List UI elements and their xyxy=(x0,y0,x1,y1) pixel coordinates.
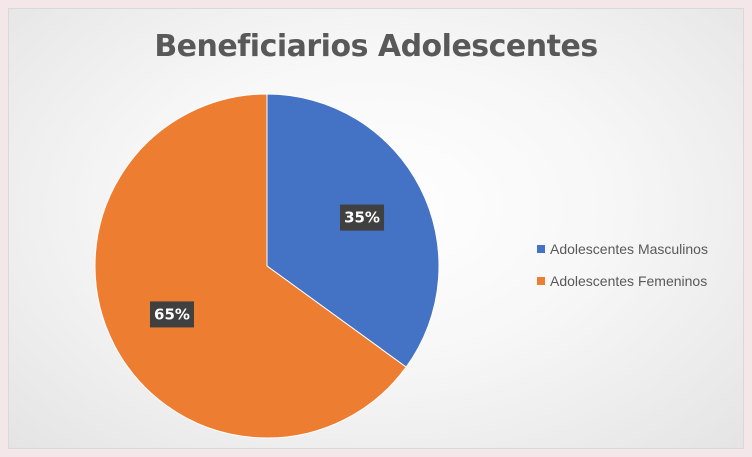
legend-item-masculinos: Adolescentes Masculinos xyxy=(537,237,708,261)
legend-label-femeninos: Adolescentes Femeninos xyxy=(550,273,708,289)
data-label-box-femeninos xyxy=(149,301,194,328)
data-label-masculinos: 35% xyxy=(340,204,385,231)
legend-item-femeninos: Adolescentes Femeninos xyxy=(537,269,708,293)
legend: Adolescentes Masculinos Adolescentes Fem… xyxy=(537,237,708,301)
pie-slice-femeninos xyxy=(94,93,407,439)
data-label-box-masculinos xyxy=(340,204,385,231)
pie-chart: 35% 65% xyxy=(94,93,440,439)
legend-swatch-femeninos xyxy=(537,277,545,285)
data-label-text-femeninos: 65% xyxy=(154,305,190,323)
legend-swatch-masculinos xyxy=(537,245,545,253)
legend-label-masculinos: Adolescentes Masculinos xyxy=(550,241,708,257)
data-label-text-masculinos: 35% xyxy=(344,209,380,227)
chart-title: Beneficiarios Adolescentes xyxy=(154,29,598,64)
data-label-femeninos: 65% xyxy=(149,301,194,328)
chart-area: Beneficiarios Adolescentes 35% 65% Adoles… xyxy=(8,8,744,449)
